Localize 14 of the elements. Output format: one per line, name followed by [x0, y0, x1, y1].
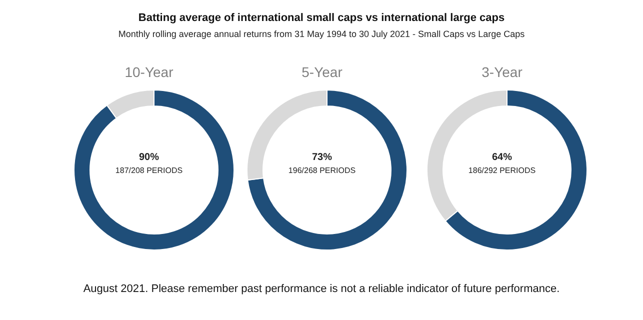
- chart-title: 3-Year: [480, 64, 524, 80]
- text: Batting average of international small caps vs international large caps: [137, 12, 506, 24]
- text: 73%: [310, 152, 333, 163]
- text: 64%: [490, 152, 513, 163]
- chart-title: 10-Year: [124, 64, 174, 80]
- text: 187/208 PERIODS: [114, 166, 184, 175]
- text: 196/268 PERIODS: [287, 166, 357, 175]
- donut-slice: [74, 90, 234, 250]
- text: 90%: [138, 152, 160, 163]
- text: August 2021. Please remember past performance is not a reliable indicator of future performance.: [82, 283, 561, 295]
- text: Monthly rolling average annual returns from 31 May 1994 to 30 July 2021 - Small Caps vs Large Caps: [117, 29, 526, 39]
- text: 186/292 PERIODS: [467, 166, 537, 175]
- donut-slice: [247, 90, 408, 250]
- chart-title: 5-Year: [300, 64, 344, 80]
